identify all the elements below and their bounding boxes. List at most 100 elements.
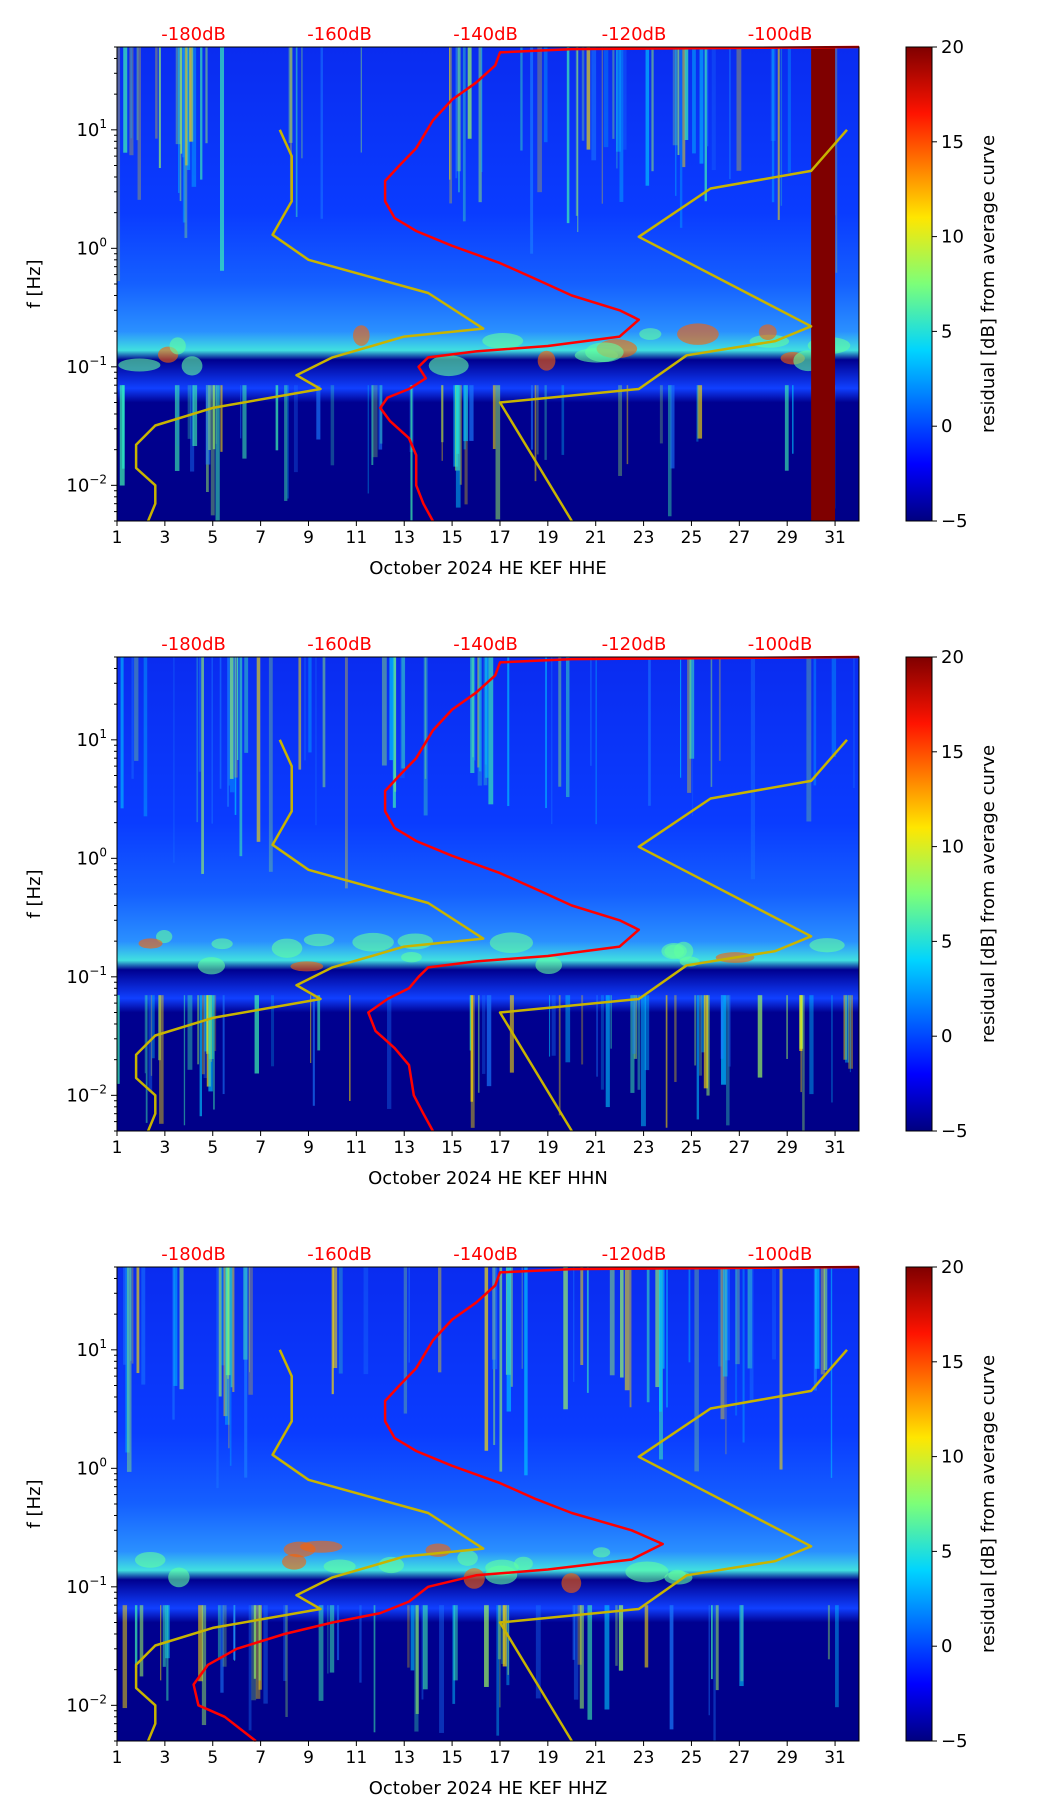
- spectrogram-stripe: [770, 47, 776, 141]
- spectrogram-stripe: [458, 47, 460, 193]
- spectrogram-stripe: [701, 995, 705, 1053]
- spectrogram-stripe: [198, 657, 202, 772]
- spectrogram-stripe: [183, 995, 186, 1126]
- spectrogram-stripe: [131, 657, 134, 779]
- y-tick-exponent: −2: [89, 1692, 107, 1706]
- spectrogram-stripe: [403, 1267, 408, 1414]
- spectrogram-stripe: [234, 657, 237, 815]
- y-tick-base: 10: [66, 357, 89, 378]
- spectrogram-stripe: [618, 385, 623, 476]
- spectrogram-stripe: [806, 657, 812, 822]
- spectrogram-blob: [138, 938, 163, 949]
- x-tick-label: 1: [112, 528, 123, 548]
- x-tick-label: 23: [633, 1748, 655, 1768]
- spectrogram-stripe: [787, 47, 791, 173]
- spectrogram-stripe: [735, 1267, 740, 1365]
- spectrogram-stripe: [173, 1267, 178, 1386]
- spectrogram-stripe: [586, 47, 591, 150]
- spectrogram-blob: [181, 356, 203, 376]
- spectrogram-stripe: [394, 657, 397, 792]
- spectrogram-stripe: [581, 995, 584, 1065]
- x-tick-label: 3: [159, 528, 170, 548]
- x-tick-label: 11: [346, 528, 368, 548]
- spectrogram-stripe: [462, 47, 466, 222]
- x-tick-label: 17: [489, 1748, 511, 1768]
- top-db-label: -140dB: [453, 24, 518, 45]
- spectrogram-stripe: [251, 1605, 257, 1701]
- top-db-label: -180dB: [161, 24, 226, 45]
- spectrogram-stripe: [784, 385, 789, 471]
- spectrogram-stripe: [120, 657, 124, 809]
- spectrogram-stripe: [648, 657, 651, 806]
- spectrogram-stripe: [126, 1267, 132, 1472]
- spectrogram-blob: [271, 938, 303, 958]
- spectrogram-stripe: [715, 1605, 719, 1691]
- colorbar-tick-label: 10: [941, 1447, 964, 1468]
- spectrogram-stripe: [827, 1605, 830, 1660]
- spectrogram-stripe: [198, 1605, 203, 1682]
- spectrogram-blob: [323, 1559, 356, 1574]
- x-tick-label: 5: [207, 528, 218, 548]
- spectrogram-stripe: [645, 47, 650, 186]
- y-tick-exponent: −1: [89, 964, 107, 978]
- spectrogram-stripe: [196, 657, 199, 823]
- data-gap-band: [811, 47, 836, 521]
- spectrogram-stripe: [682, 47, 686, 168]
- spectrogram-stripe: [363, 1267, 369, 1375]
- spectrogram-blob: [463, 1568, 485, 1589]
- spectrogram-stripe: [581, 47, 585, 141]
- spectrogram-stripe: [410, 385, 413, 521]
- spectrogram-stripe: [699, 47, 704, 164]
- spectrogram-stripe: [736, 47, 742, 171]
- spectrogram-stripe: [293, 385, 298, 473]
- spectrogram-stripe: [275, 385, 279, 451]
- spectrogram-stripe: [298, 657, 302, 770]
- spectrogram-blob: [592, 1547, 611, 1558]
- spectrogram-stripe: [566, 47, 570, 224]
- x-tick-label: 17: [489, 1138, 511, 1158]
- spectrogram-blob: [561, 1573, 582, 1594]
- spectrogram-stripe: [441, 385, 444, 443]
- y-tick-label: 10−2: [66, 472, 107, 496]
- spectrogram-stripe: [216, 1267, 219, 1489]
- spectrogram-stripe: [772, 1267, 777, 1360]
- spectrogram-stripe: [315, 657, 317, 826]
- spectrogram-blob: [290, 961, 324, 972]
- spectrogram-stripe: [485, 657, 489, 778]
- top-db-label: -100dB: [748, 1244, 813, 1265]
- x-tick-label: 27: [729, 528, 751, 548]
- y-tick-exponent: −2: [89, 1082, 107, 1096]
- spectrogram-stripe: [706, 995, 710, 1096]
- spectrogram-stripe: [455, 385, 461, 508]
- spectrogram-stripe: [378, 385, 383, 450]
- spectrogram-stripe: [470, 657, 475, 773]
- spectrogram-stripe: [232, 1267, 235, 1392]
- spectrogram-stripe: [258, 1605, 262, 1690]
- spectrogram-stripe: [687, 657, 692, 793]
- spectrogram-stripe: [558, 657, 562, 787]
- spectrogram-stripe: [187, 995, 193, 1070]
- spectrogram-stripe: [408, 1267, 410, 1363]
- spectrogram-stripe: [381, 657, 387, 766]
- spectrogram-stripe: [136, 47, 139, 141]
- colorbar-tick-label: 5: [941, 321, 952, 342]
- spectrogram-stripe: [205, 47, 208, 144]
- spectrogram-stripe: [219, 657, 222, 789]
- spectrogram-stripe: [721, 995, 726, 1085]
- spectrogram-stripe: [644, 1605, 649, 1668]
- spectrogram-stripe: [572, 1605, 575, 1660]
- x-tick-label: 19: [537, 1748, 559, 1768]
- spectrogram-stripe: [271, 995, 275, 1067]
- spectrogram-stripe: [587, 1605, 593, 1720]
- spectrogram-stripe: [558, 995, 561, 1116]
- spectrogram-stripe: [422, 1605, 428, 1690]
- spectrogram-stripe: [624, 1267, 630, 1391]
- spectrogram-stripe: [227, 657, 229, 807]
- spectrogram-stripe: [735, 1267, 738, 1416]
- colorbar-tick-label: 15: [941, 742, 964, 763]
- spectrogram-stripe: [137, 47, 141, 200]
- x-tick-label: 5: [207, 1748, 218, 1768]
- spectrogram-stripe: [669, 1605, 674, 1730]
- spectrogram-stripe: [371, 385, 374, 466]
